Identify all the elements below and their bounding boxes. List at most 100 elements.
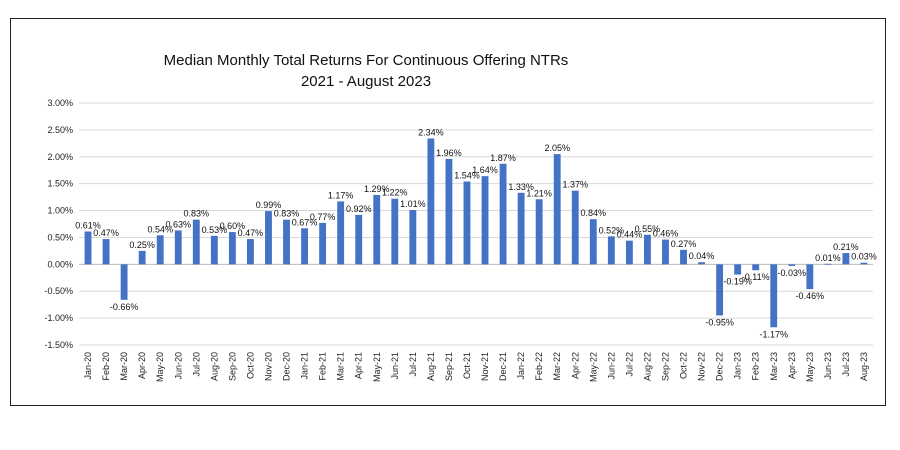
data-label: 0.83% [274, 209, 300, 219]
bar [517, 192, 525, 265]
bar [301, 228, 308, 265]
chart-title: Median Monthly Total Returns For Continu… [164, 52, 569, 69]
x-tick-label: Feb-20 [101, 352, 111, 381]
x-tick-label: Sep-20 [227, 352, 237, 381]
x-tick-label: Mar-20 [119, 352, 129, 381]
data-label: 0.25% [129, 240, 155, 250]
bars [84, 138, 868, 328]
data-label: -0.19% [723, 277, 752, 287]
x-tick-label: May-22 [588, 352, 598, 382]
data-label: 0.44% [617, 230, 643, 240]
data-label: 0.52% [599, 225, 625, 235]
data-label: 0.63% [165, 219, 191, 229]
x-tick-label: Apr-21 [354, 352, 364, 379]
data-label: 0.21% [833, 242, 859, 252]
x-tick-label: Jan-23 [733, 352, 743, 380]
x-tick-label: Apr-23 [787, 352, 797, 379]
x-tick-label: Mar-23 [769, 352, 779, 381]
data-label: 0.54% [147, 224, 173, 234]
data-label: 1.87% [490, 153, 516, 163]
bar [319, 222, 327, 265]
bar [734, 264, 742, 275]
bar [192, 219, 200, 265]
bar [445, 158, 453, 265]
y-tick-label: 1.00% [47, 206, 73, 216]
bar [138, 250, 146, 265]
data-label: 0.61% [75, 221, 101, 231]
data-label: 1.22% [382, 188, 408, 198]
bar [788, 264, 796, 266]
data-label: 0.46% [653, 229, 679, 239]
bar [716, 264, 724, 316]
bar [247, 239, 254, 265]
bar [553, 154, 561, 265]
data-label: 0.47% [238, 228, 264, 238]
data-label: 1.21% [526, 188, 552, 198]
bar [463, 181, 471, 265]
x-tick-label: Oct-22 [679, 352, 689, 379]
bar [770, 264, 778, 328]
bar [607, 236, 615, 265]
x-tick-label: Mar-22 [552, 352, 562, 381]
bar [625, 240, 633, 265]
x-tick-label: May-21 [372, 352, 382, 382]
x-tick-label: Dec-21 [498, 352, 508, 381]
data-label: 0.84% [581, 208, 607, 218]
data-label: 0.47% [93, 228, 119, 238]
bar [680, 249, 687, 265]
data-label: 0.55% [635, 224, 661, 234]
x-tick-label: Jun-23 [823, 352, 833, 380]
bar [373, 194, 381, 265]
y-tick-label: 1.50% [47, 179, 73, 189]
x-tick-label: Apr-22 [570, 352, 580, 379]
data-label: 0.01% [815, 253, 841, 263]
bar [391, 198, 399, 265]
x-tick-label: Aug-22 [642, 352, 652, 381]
x-tick-label: Sep-22 [660, 352, 670, 381]
data-label: 0.92% [346, 204, 372, 214]
chart-frame: Median Monthly Total Returns For Continu… [10, 18, 886, 406]
bar [283, 219, 290, 265]
data-label: 0.99% [256, 200, 282, 210]
x-tick-label: Aug-21 [426, 352, 436, 381]
x-tick-label: Jul-22 [624, 352, 634, 377]
data-label: 2.05% [544, 143, 570, 153]
data-label: -0.46% [796, 291, 825, 301]
x-tick-label: Aug-20 [209, 352, 219, 381]
data-label: -0.11% [742, 272, 770, 282]
data-label: 0.53% [202, 225, 228, 235]
x-tick-label: Aug-23 [859, 352, 869, 381]
x-tick-label: Jun-22 [606, 352, 616, 380]
x-tick-label: Feb-23 [751, 352, 761, 381]
bar [571, 190, 579, 265]
x-tick-label: Nov-22 [697, 352, 707, 381]
bar [824, 263, 832, 265]
x-tick-label: Jan-21 [300, 352, 310, 380]
x-tick-label: Jul-21 [408, 352, 418, 377]
data-label: -0.03% [778, 268, 807, 278]
data-label: -1.17% [759, 329, 788, 339]
x-tick-label: Oct-21 [462, 352, 472, 379]
bar [120, 264, 128, 300]
data-label: 0.60% [220, 221, 246, 231]
y-tick-label: 3.00% [47, 98, 73, 108]
bar [806, 264, 814, 290]
bar [860, 262, 868, 265]
data-label: 0.67% [292, 217, 318, 227]
data-label: 1.37% [562, 180, 588, 190]
data-label: -0.95% [705, 317, 734, 327]
bar [698, 262, 705, 265]
y-tick-label: 0.00% [47, 259, 73, 269]
x-tick-label: Jan-20 [83, 352, 93, 380]
x-tick-label: Apr-20 [137, 352, 147, 379]
data-label: 0.03% [851, 252, 877, 262]
bar [481, 176, 489, 265]
x-tick-label: Feb-21 [318, 352, 328, 381]
x-tick-label: Mar-21 [336, 352, 346, 381]
data-label: -0.66% [110, 302, 139, 312]
bar [644, 234, 651, 265]
x-tick-label: Nov-20 [263, 352, 273, 381]
bar [662, 239, 669, 265]
x-tick-label: Jun-20 [173, 352, 183, 380]
x-tick-label: Feb-22 [534, 352, 544, 381]
